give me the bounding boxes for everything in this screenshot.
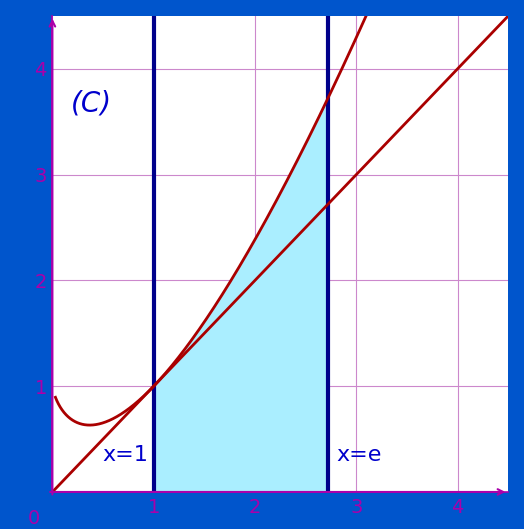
Text: x=e: x=e: [336, 445, 381, 465]
Text: (C): (C): [71, 90, 112, 118]
Text: x=1: x=1: [103, 445, 149, 465]
Text: 0: 0: [28, 509, 40, 528]
